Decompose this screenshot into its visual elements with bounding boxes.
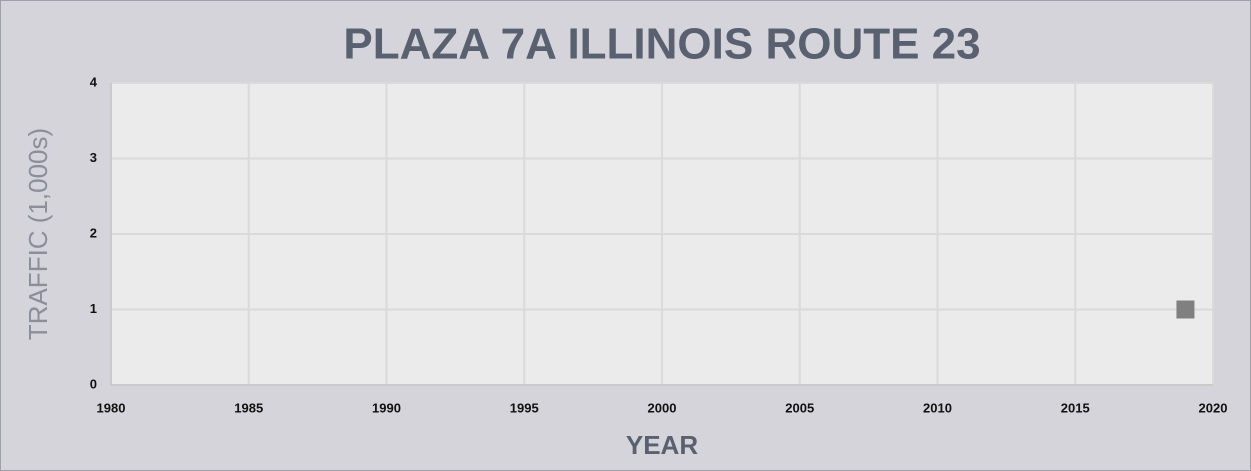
- x-tick-label: 2005: [785, 400, 814, 415]
- point: [1176, 300, 1195, 319]
- x-tick-label: 1980: [97, 400, 126, 415]
- x-axis-label: YEAR: [626, 430, 698, 460]
- y-axis-label: TRAFFIC (1,000s): [23, 128, 53, 340]
- x-tick-label: 2020: [1199, 400, 1228, 415]
- y-tick-label: 3: [90, 150, 97, 165]
- x-tick-label: 2010: [923, 400, 952, 415]
- x-tick-label: 1990: [372, 400, 401, 415]
- x-tick-label: 1995: [510, 400, 539, 415]
- x-tick-label: 2000: [648, 400, 677, 415]
- chart-title: PLAZA 7A ILLINOIS ROUTE 23: [343, 20, 980, 69]
- x-tick-label: 2015: [1061, 400, 1090, 415]
- y-tick-label: 1: [90, 301, 97, 316]
- y-tick-label: 0: [90, 376, 97, 391]
- x-tick-label: 1985: [234, 400, 263, 415]
- y-tick-label: 2: [90, 225, 97, 240]
- y-tick-label: 4: [90, 74, 98, 89]
